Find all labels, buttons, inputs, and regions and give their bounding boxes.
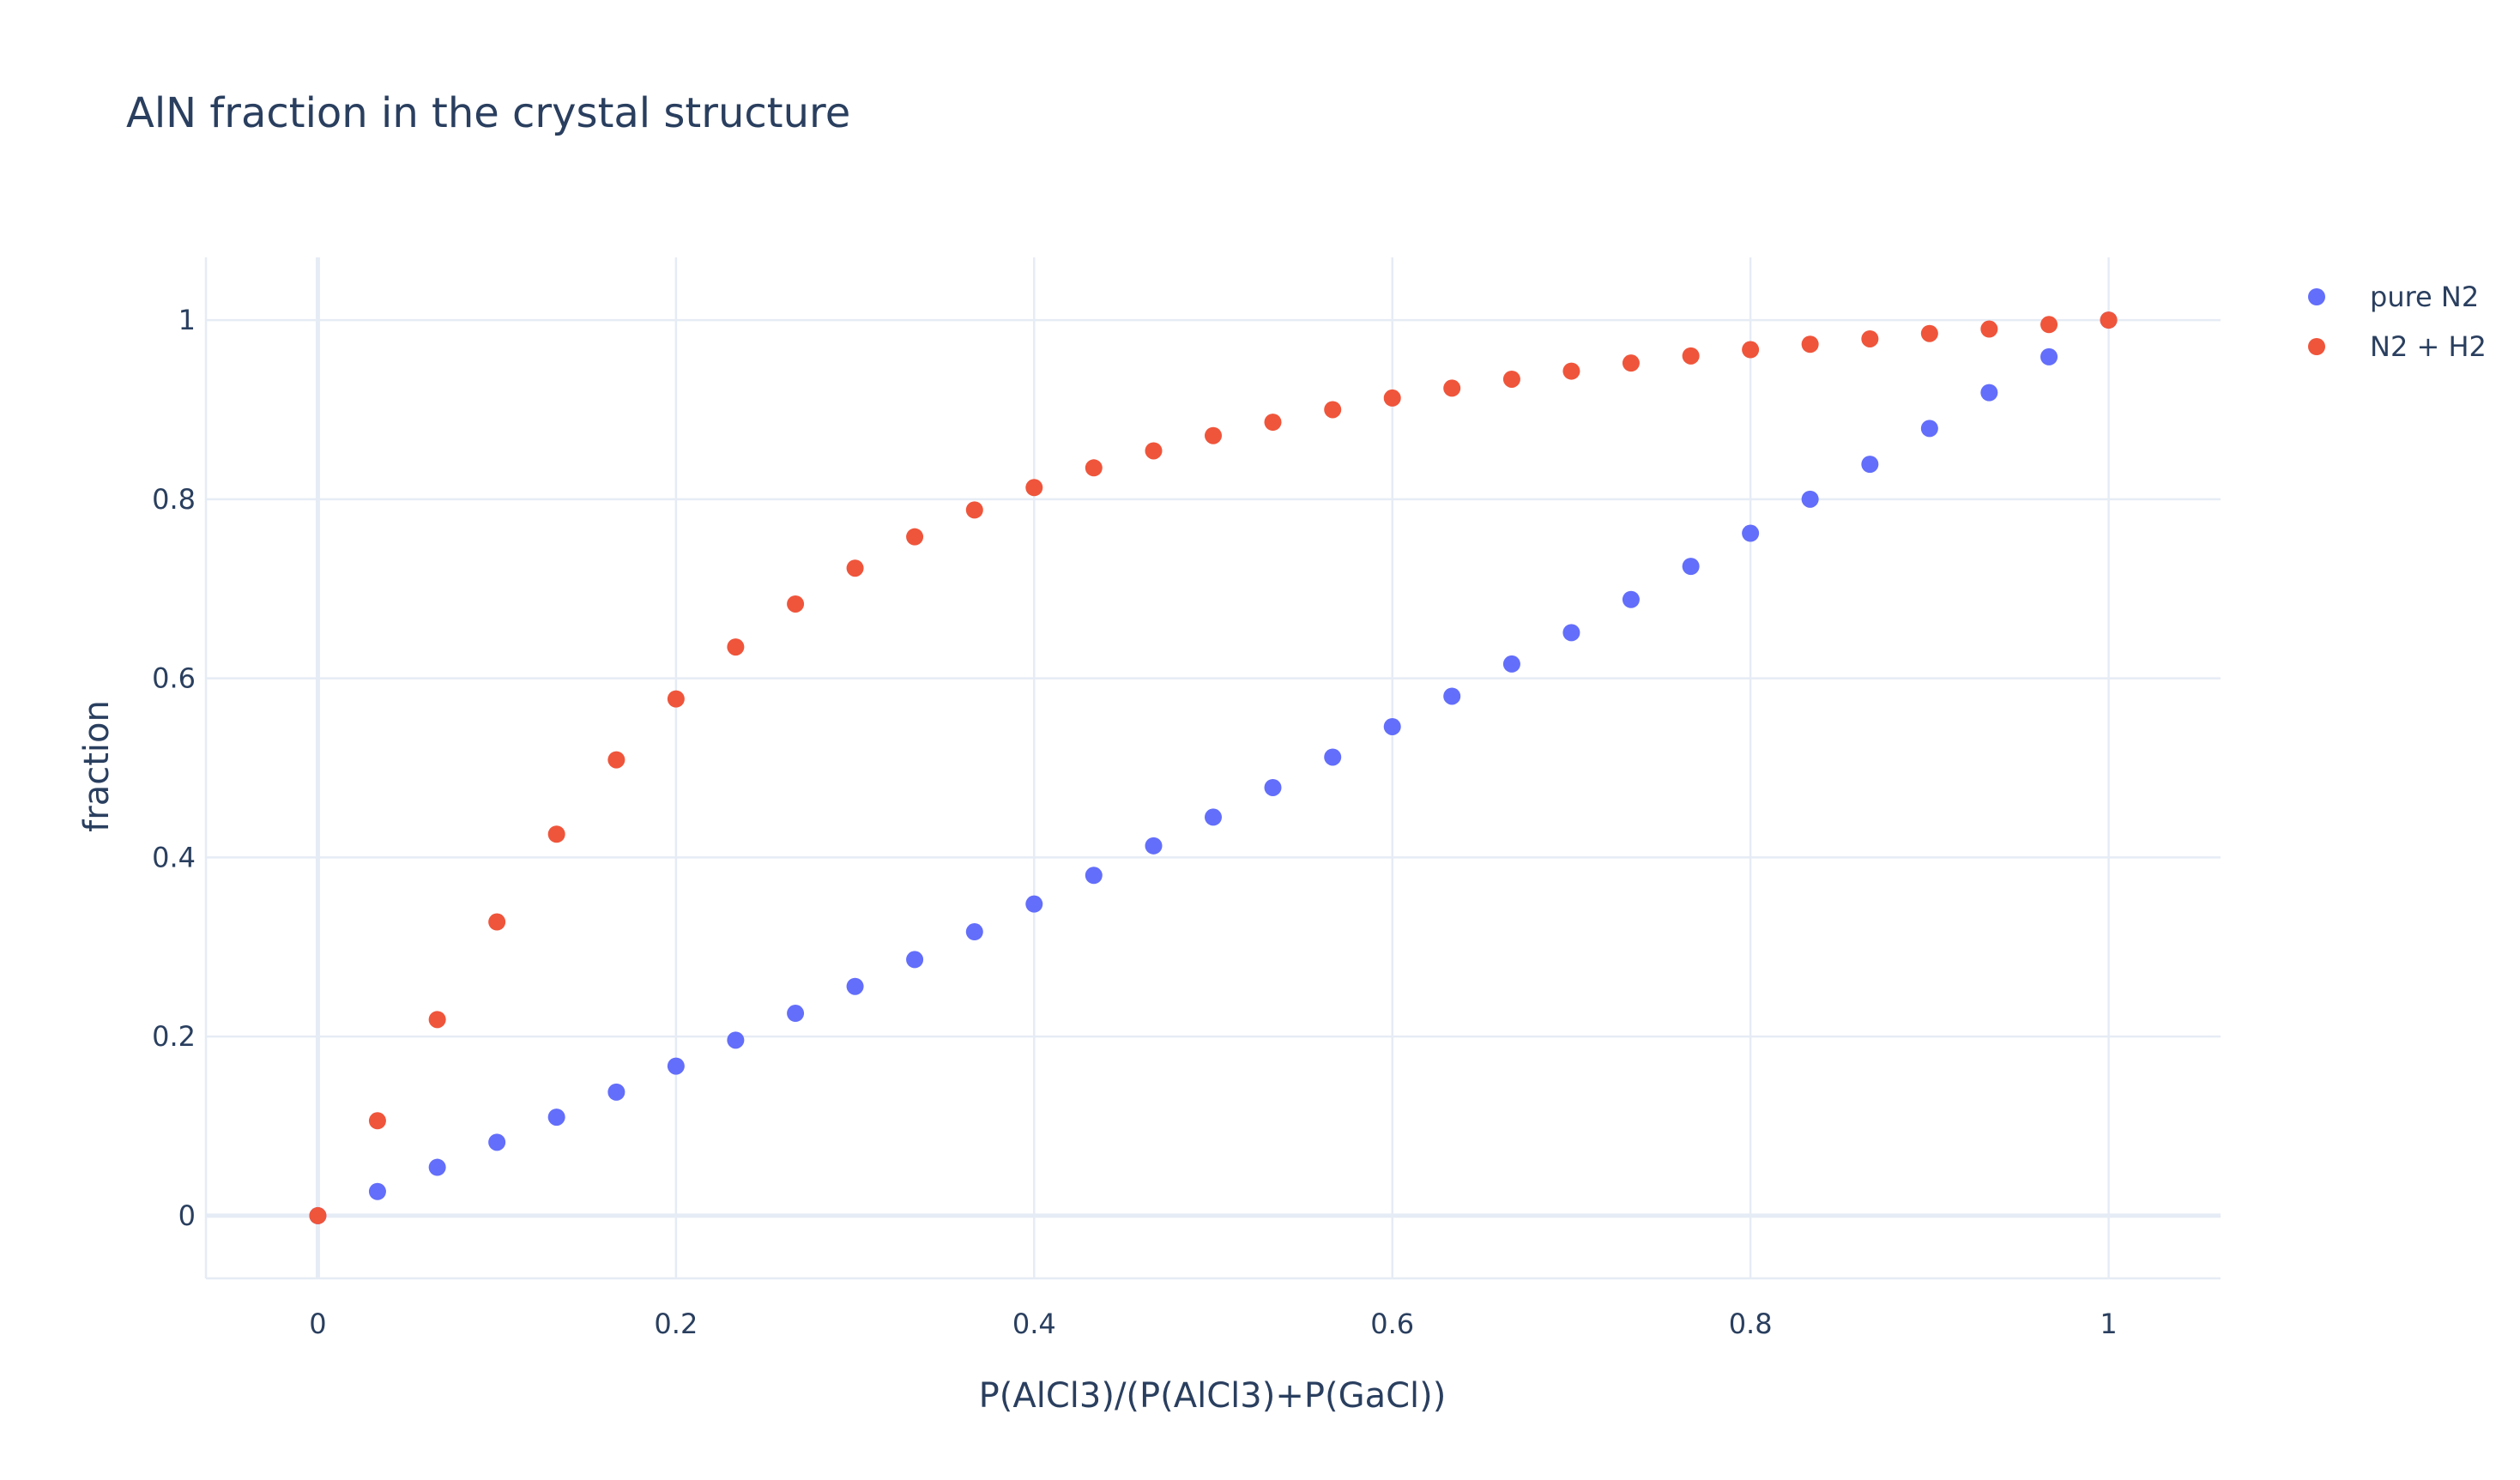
data-point[interactable]: [428, 1158, 446, 1176]
data-point[interactable]: [965, 501, 983, 519]
y-tick-label: 0.4: [152, 841, 196, 873]
data-point[interactable]: [906, 951, 924, 969]
y-tick-label: 0.6: [152, 662, 196, 695]
x-tick-label: 0.4: [1012, 1308, 1056, 1340]
data-point[interactable]: [488, 913, 506, 931]
x-tick-label: 0.2: [654, 1308, 698, 1340]
data-point[interactable]: [1085, 459, 1103, 477]
series-1: [309, 311, 2118, 1224]
data-point[interactable]: [1861, 456, 1879, 474]
legend-label: pure N2: [2370, 281, 2479, 313]
data-point[interactable]: [1861, 329, 1879, 347]
data-point[interactable]: [2100, 311, 2118, 329]
x-axis-title: P(AlCl3)/(P(AlCl3)+P(GaCl)): [979, 1376, 1447, 1416]
legend-item[interactable]: pure N2: [2308, 281, 2479, 313]
legend-item[interactable]: N2 + H2: [2308, 330, 2487, 363]
data-point[interactable]: [1920, 324, 1938, 342]
x-tick-label: 0.6: [1370, 1308, 1414, 1340]
data-point[interactable]: [965, 923, 983, 941]
data-point[interactable]: [547, 825, 565, 843]
data-point[interactable]: [1324, 748, 1342, 766]
data-point[interactable]: [368, 1112, 386, 1130]
data-point[interactable]: [787, 1005, 805, 1023]
data-point[interactable]: [1383, 389, 1401, 407]
data-point[interactable]: [1324, 401, 1342, 419]
y-axis-title: fraction: [77, 700, 117, 832]
y-tick-label: 0.8: [152, 483, 196, 516]
legend-marker: [2308, 338, 2325, 355]
y-tick-label: 0.2: [152, 1020, 196, 1053]
data-point[interactable]: [1443, 687, 1461, 705]
data-point[interactable]: [1980, 320, 1998, 338]
x-tick-label: 0: [309, 1308, 326, 1340]
data-point[interactable]: [1682, 558, 1700, 576]
data-point[interactable]: [547, 1108, 565, 1127]
data-point[interactable]: [1562, 362, 1580, 380]
axis-layer: 0 0.2 0.4 0.6 0.8 1 0 0.2 0.4 0.6 0.8 1: [152, 257, 2221, 1340]
data-point[interactable]: [1085, 867, 1103, 885]
data-point[interactable]: [1264, 414, 1282, 432]
data-point[interactable]: [667, 690, 685, 708]
data-point[interactable]: [1502, 370, 1520, 388]
data-point[interactable]: [1562, 624, 1580, 642]
data-point[interactable]: [727, 1031, 745, 1049]
data-point[interactable]: [1622, 354, 1640, 372]
y-tick-label: 0: [178, 1199, 196, 1232]
data-point[interactable]: [727, 638, 745, 656]
data-point[interactable]: [1980, 384, 1998, 402]
chart-title: AlN fraction in the crystal structure: [126, 89, 850, 137]
data-point[interactable]: [906, 528, 924, 546]
data-point[interactable]: [1920, 420, 1938, 438]
y-tick-label: 1: [178, 304, 196, 336]
data-point[interactable]: [309, 1206, 327, 1224]
data-point[interactable]: [2040, 316, 2058, 334]
data-point[interactable]: [1801, 335, 1819, 353]
legend[interactable]: pure N2 N2 + H2: [2308, 281, 2487, 363]
data-point[interactable]: [787, 595, 805, 613]
series-0: [309, 311, 2118, 1224]
data-point[interactable]: [2040, 347, 2058, 365]
data-point[interactable]: [1383, 717, 1401, 735]
data-point[interactable]: [1025, 895, 1043, 913]
x-tick-label: 1: [2100, 1308, 2117, 1340]
data-point[interactable]: [1264, 778, 1282, 796]
points-layer: [309, 311, 2118, 1224]
data-point[interactable]: [607, 1083, 625, 1101]
data-point[interactable]: [1025, 479, 1043, 497]
data-point[interactable]: [368, 1182, 386, 1200]
data-point[interactable]: [1443, 379, 1461, 397]
data-point[interactable]: [1145, 837, 1163, 855]
data-point[interactable]: [428, 1011, 446, 1029]
data-point[interactable]: [1205, 808, 1222, 826]
data-point[interactable]: [846, 977, 864, 995]
data-point[interactable]: [667, 1057, 685, 1075]
data-point[interactable]: [1205, 426, 1222, 444]
x-tick-label: 0.8: [1729, 1308, 1773, 1340]
data-point[interactable]: [1502, 655, 1520, 673]
data-point[interactable]: [1742, 341, 1760, 359]
data-point[interactable]: [1145, 442, 1163, 460]
data-point[interactable]: [1801, 490, 1819, 508]
data-point[interactable]: [488, 1133, 506, 1151]
data-point[interactable]: [1742, 524, 1760, 542]
data-point[interactable]: [846, 559, 864, 577]
legend-marker: [2308, 288, 2325, 305]
grid-layer: [206, 257, 2221, 1278]
data-point[interactable]: [607, 751, 625, 769]
data-point[interactable]: [1622, 590, 1640, 608]
legend-label: N2 + H2: [2370, 330, 2487, 363]
data-point[interactable]: [1682, 347, 1700, 365]
